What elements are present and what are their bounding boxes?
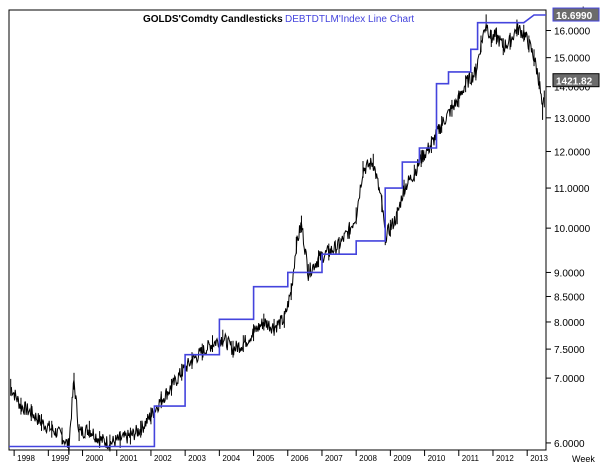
last-value-label-0: 16.6990 xyxy=(556,11,593,22)
y-tick-label-3: 13.0000 xyxy=(554,114,591,125)
y-tick-label-2: 14.0000 xyxy=(554,83,591,94)
last-value-badge-1 xyxy=(552,73,600,88)
last-value-label-1: 1421.82 xyxy=(556,77,593,88)
y-tick-label-8: 8.5000 xyxy=(554,292,585,303)
x-tick-label-7: 2005 xyxy=(257,454,275,463)
y-axis: 16.0000 15.0000 14.0000 13.0000 12.0000 11.00… xyxy=(546,27,591,450)
series-layer xyxy=(9,14,546,455)
title-gold-series: GOLDS'Comdty Candlesticks xyxy=(143,14,283,25)
x-tick-label-8: 2006 xyxy=(291,454,309,463)
x-tick-label-6: 2004 xyxy=(222,454,240,463)
y-tick-label-10: 7.5000 xyxy=(554,345,585,356)
x-tick-label-14: 2012 xyxy=(496,454,514,463)
x-tick-label-4: 2002 xyxy=(154,454,172,463)
x-tick-label-1: 1999 xyxy=(51,454,69,463)
y-tick-label-5: 11.0000 xyxy=(554,184,590,195)
x-tick-label-11: 2009 xyxy=(393,454,411,463)
x-axis: 1998 1999 2000 2001 2002 2003 2004 2005 2006 2007… xyxy=(13,450,549,463)
y-tick-label-11: 7.0000 xyxy=(554,374,585,385)
last-value-badges: 16.6990 1421.82 xyxy=(552,7,600,88)
last-value-badge-0 xyxy=(552,7,600,22)
x-tick-label-10: 2008 xyxy=(359,454,377,463)
period-label: Week xyxy=(572,454,595,464)
x-tick-label-15: 2013 xyxy=(530,454,548,463)
y-tick-label-9: 8.0000 xyxy=(554,318,585,329)
x-tick-label-3: 2001 xyxy=(120,454,138,463)
debt-step-line xyxy=(9,14,546,448)
y-tick-label-7: 9.0000 xyxy=(554,268,585,279)
x-tick-label-0: 1998 xyxy=(17,454,35,463)
x-tick-label-13: 2011 xyxy=(462,454,480,463)
y-tick-label-4: 12.0000 xyxy=(554,147,591,158)
x-tick-label-9: 2007 xyxy=(325,454,343,463)
y-tick-label-1: 15.0000 xyxy=(554,54,591,65)
y-tick-label-0: 16.0000 xyxy=(554,27,591,38)
y-tick-label-12: 6.0000 xyxy=(554,439,585,450)
x-tick-label-5: 2003 xyxy=(188,454,206,463)
x-tick-label-12: 2010 xyxy=(428,454,446,463)
y-tick-label-6: 10.0000 xyxy=(554,224,591,235)
x-tick-label-2: 2000 xyxy=(86,454,104,463)
gold-price-line xyxy=(10,21,545,454)
title-debt-series: DEBTDTLM'Index Line Chart xyxy=(285,14,414,25)
